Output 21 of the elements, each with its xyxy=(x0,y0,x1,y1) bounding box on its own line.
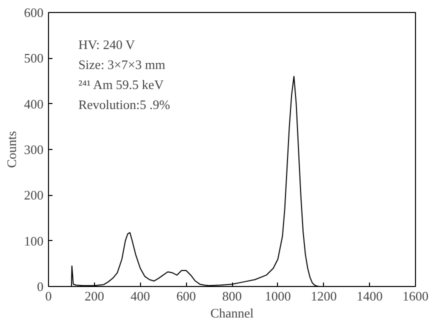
y-axis-title: Counts xyxy=(4,131,19,168)
annotation: HV: 240 V xyxy=(78,36,136,52)
annotation: Size: 3×7×3 mm xyxy=(78,57,166,72)
x-tick-label: 1000 xyxy=(264,288,291,304)
y-tick-label: 500 xyxy=(24,50,44,66)
y-tick-label: 400 xyxy=(24,96,44,112)
x-tick-label: 800 xyxy=(222,288,242,304)
x-tick-label: 1400 xyxy=(356,288,383,304)
y-tick-label: 100 xyxy=(24,233,44,248)
x-tick-label: 600 xyxy=(176,288,196,304)
x-tick-label: 1600 xyxy=(402,288,428,304)
y-tick-label: 0 xyxy=(37,279,44,294)
x-tick-label: 200 xyxy=(84,288,104,304)
y-tick-label: 300 xyxy=(24,142,44,157)
x-tick-label: 400 xyxy=(130,288,150,304)
annotation: Revolution:5 .9% xyxy=(78,97,170,112)
annotation: ²⁴¹ Am 59.5 keV xyxy=(78,77,164,92)
x-tick-label: 1200 xyxy=(310,288,337,304)
x-axis-title: Channel xyxy=(210,306,254,320)
y-tick-label: 200 xyxy=(24,188,44,203)
y-tick-label: 600 xyxy=(24,5,44,20)
